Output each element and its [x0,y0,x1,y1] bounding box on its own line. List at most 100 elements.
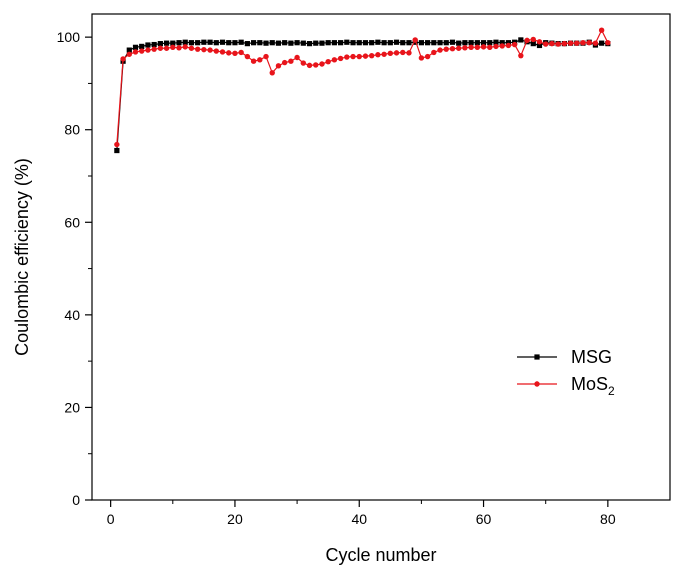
data-point [542,41,549,47]
data-point [536,39,543,45]
data-point [145,42,151,48]
data-point [574,40,580,46]
data-point [294,40,300,46]
data-point [455,45,462,51]
data-point [468,40,474,46]
data-point [499,40,505,46]
data-point [163,40,170,46]
data-point [362,53,369,59]
data-point [592,40,599,46]
data-point [387,40,393,46]
data-point [431,49,437,56]
y-tick-label: 100 [57,29,81,45]
data-point [288,58,294,64]
data-point [331,40,337,46]
data-point [269,40,275,46]
data-point [524,37,530,44]
data-point [151,46,157,52]
data-point [306,62,313,69]
data-point [114,141,120,148]
data-point [238,49,244,56]
data-point [226,40,232,46]
data-point [182,39,188,45]
data-point [567,40,574,46]
data-point [157,41,163,47]
data-point [201,39,207,45]
data-point [449,39,456,45]
data-point [387,50,394,57]
data-point [474,40,480,46]
data-point [344,39,350,45]
data-point [437,40,443,46]
data-point [480,44,487,50]
data-point [226,50,232,56]
data-point [288,40,294,46]
data-point [139,48,145,54]
data-point [356,40,362,46]
data-point [337,55,344,62]
data-point [549,40,555,47]
legend-marker-msg [534,354,540,360]
data-point [300,40,306,46]
data-point [493,43,499,50]
data-point [188,40,195,46]
data-point [425,40,431,46]
data-point [518,52,524,59]
data-point [499,43,505,49]
data-point [493,39,499,45]
data-point [368,52,375,59]
data-point [157,45,164,51]
data-point [338,40,344,46]
data-point [487,40,493,46]
y-tick-label: 40 [64,307,80,323]
data-point [120,56,126,62]
data-point [170,40,176,46]
data-point [170,44,176,51]
x-tick-label: 80 [600,511,616,527]
data-point [195,40,201,46]
data-point [281,59,288,66]
data-point [418,55,425,61]
data-point [319,61,325,67]
legend-label-msg: MSG [571,347,612,367]
data-point [176,45,182,51]
data-point [244,41,250,47]
data-point [344,54,350,60]
x-axis-ticks: 0 20 40 60 80 [107,500,616,527]
data-point [518,37,524,43]
data-point [462,40,468,46]
data-point [275,40,282,46]
data-point [294,54,300,61]
data-point [213,40,219,46]
data-point [598,27,605,33]
data-point [530,36,536,43]
data-point [530,41,536,47]
y-tick-label: 60 [64,214,80,230]
data-point [139,43,145,49]
data-point [213,48,220,54]
data-point [431,40,437,46]
data-point [536,42,543,49]
y-tick-label: 20 [64,399,80,415]
data-point [244,53,251,60]
data-point [406,40,412,46]
x-tick-label: 60 [476,511,492,527]
data-point [480,40,487,46]
data-point [381,40,387,46]
data-point [350,53,356,60]
series-layer [114,27,611,154]
data-point [424,53,431,60]
data-point [300,60,307,66]
data-point [201,46,207,53]
data-point [319,40,325,46]
data-point [400,40,406,46]
data-point [269,70,275,76]
data-point [511,41,518,48]
legend-marker-mos2 [534,381,540,387]
x-axis-title: Cycle number [325,545,436,565]
data-point [375,39,381,45]
data-point [393,50,400,56]
legend-label-mos2: MoS2 [571,374,615,398]
